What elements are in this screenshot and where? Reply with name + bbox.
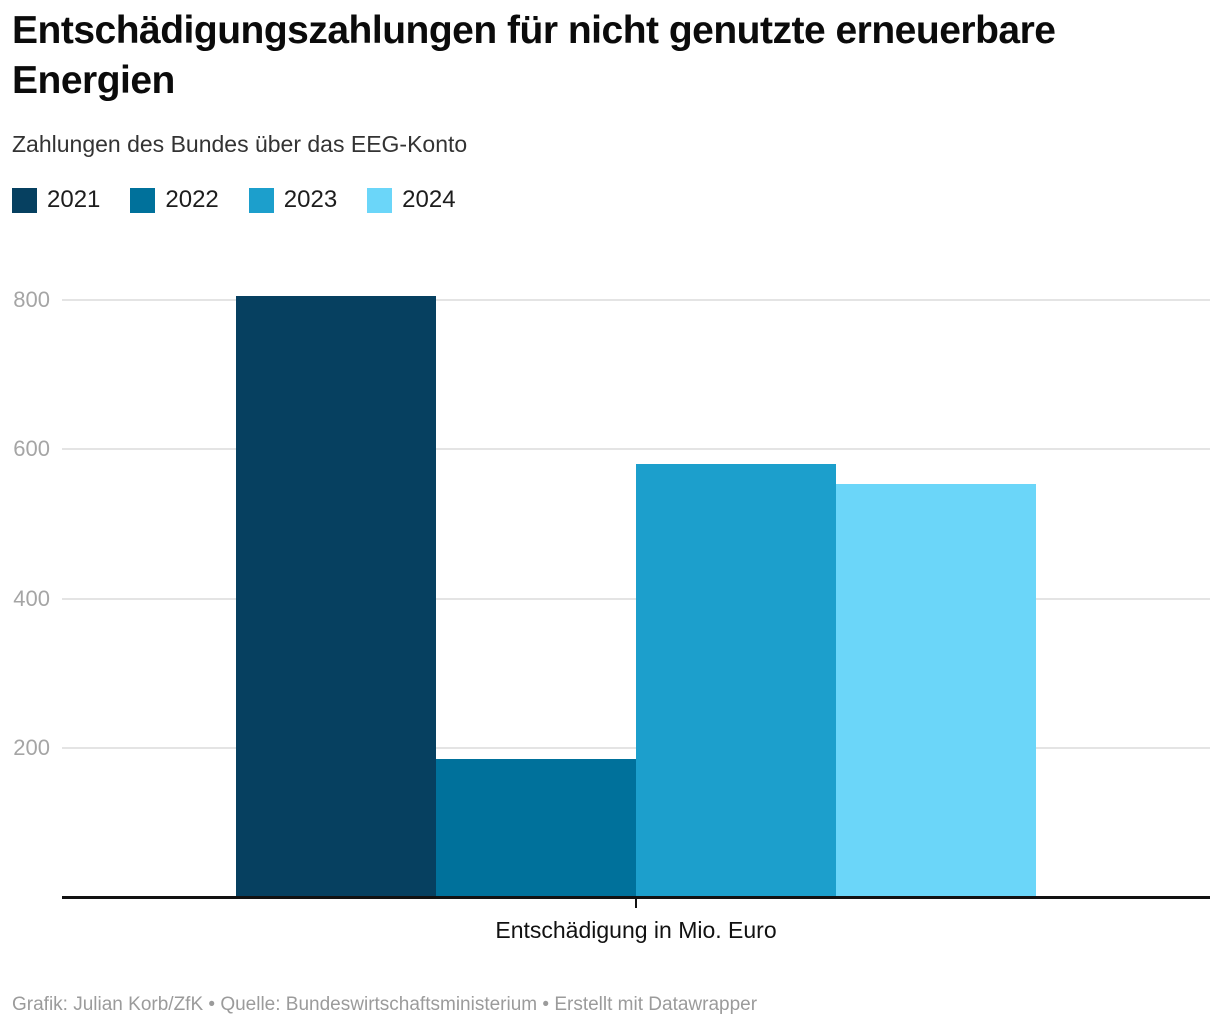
chart-subtitle: Zahlungen des Bundes über das EEG-Konto (12, 131, 468, 157)
y-tick-label-400: 400 (13, 585, 50, 611)
gridline-600 (62, 448, 1210, 451)
legend-swatch-2024 (367, 187, 393, 213)
legend: 2021 2022 2023 2024 (12, 186, 456, 214)
y-tick-label-200: 200 (13, 734, 50, 760)
legend-label: 2023 (283, 186, 338, 213)
gridline-800 (62, 299, 1210, 301)
legend-item-2021: 2021 (12, 186, 100, 214)
bar-2021[interactable] (236, 296, 436, 897)
footer-attribution: Grafik: Julian Korb/ZfK • Quelle: Bundes… (12, 994, 758, 1015)
legend-label: 2022 (165, 186, 219, 213)
x-axis-line (62, 896, 1210, 899)
legend-item-2024: 2024 (367, 186, 456, 214)
bar-2024[interactable] (836, 484, 1036, 897)
legend-label: 2024 (402, 186, 456, 213)
bar-2023[interactable] (636, 464, 836, 897)
y-tick-label-800: 800 (13, 287, 50, 312)
x-axis-label: Entschädigung in Mio. Euro (495, 917, 777, 943)
legend-item-2022: 2022 (130, 186, 219, 214)
chart-title: Entschädigungszahlungen für nicht genutz… (12, 9, 1056, 102)
x-axis-tick (635, 899, 637, 908)
bar-2022[interactable] (436, 758, 636, 897)
legend-swatch-2023 (248, 187, 274, 213)
legend-item-2023: 2023 (248, 186, 338, 214)
legend-swatch-2021 (12, 187, 37, 213)
y-tick-label-600: 600 (13, 436, 50, 462)
legend-swatch-2022 (130, 187, 156, 213)
legend-label: 2021 (47, 186, 101, 213)
